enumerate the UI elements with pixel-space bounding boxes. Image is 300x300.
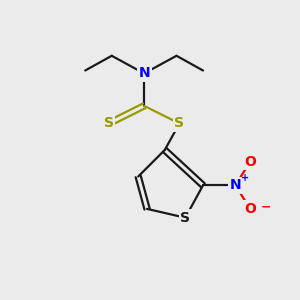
Text: N: N: [138, 66, 150, 80]
Text: −: −: [261, 201, 272, 214]
Text: N: N: [230, 178, 241, 192]
Text: O: O: [244, 202, 256, 216]
Text: +: +: [241, 173, 249, 183]
Text: S: S: [174, 116, 184, 130]
Text: S: S: [180, 211, 190, 225]
Text: O: O: [244, 155, 256, 169]
Text: S: S: [104, 116, 114, 130]
